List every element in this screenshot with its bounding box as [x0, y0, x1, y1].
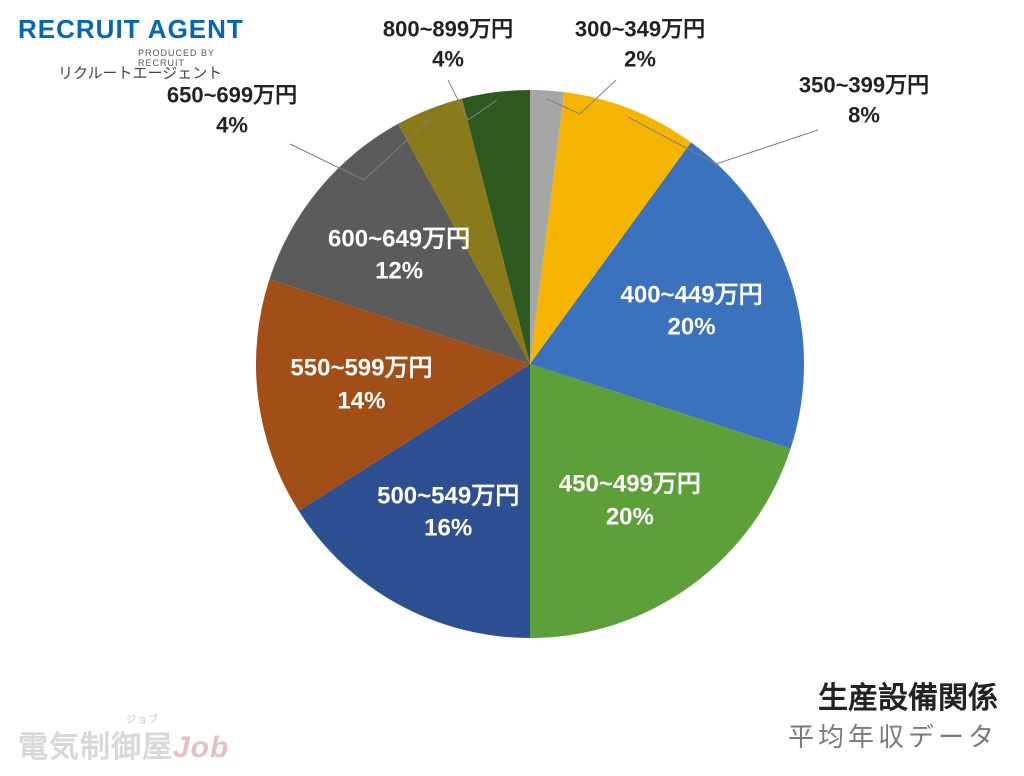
pie-slice-label: 800~899万円4%	[383, 14, 513, 73]
chart-stage: { "logo": { "main": "RECRUIT AGENT", "su…	[0, 0, 1024, 776]
pie-svg	[256, 90, 804, 638]
brand-logo-main: RECRUIT AGENT	[18, 14, 244, 45]
chart-footer: 生産設備関係 平均年収データ	[788, 673, 998, 754]
pie-slice-label: 300~349万円2%	[575, 14, 705, 73]
brand-logo: RECRUIT AGENT PRODUCED BY RECRUIT リクルートエ…	[18, 14, 244, 45]
pie-slice-label: 350~399万円8%	[799, 70, 929, 129]
chart-footer-line2: 平均年収データ	[788, 717, 998, 754]
pie-chart	[256, 90, 804, 638]
watermark-text-a: 電気制御屋	[18, 731, 173, 764]
watermark-text-b: Job	[173, 731, 229, 764]
watermark-logo: ジョブ 電気制御屋Job	[18, 711, 229, 766]
chart-footer-line1: 生産設備関係	[788, 673, 998, 717]
watermark-ruby: ジョブ	[126, 711, 229, 726]
brand-logo-tagline: リクルートエージェント	[58, 62, 222, 83]
